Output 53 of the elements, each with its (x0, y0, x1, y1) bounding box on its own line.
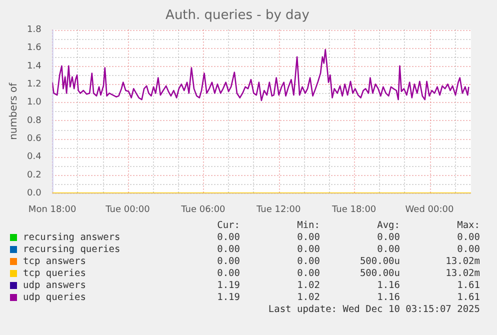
text: 0.00 (376, 232, 400, 244)
y-tick-label: 0.8 (26, 116, 42, 126)
x-tick-label: Tue 12:00 (256, 204, 301, 215)
y-tick-label: 1.4 (26, 61, 42, 72)
y-tick-label: 1.0 (26, 98, 42, 108)
legend-label: recursing queries (22, 244, 122, 256)
legend-label: udp queries (22, 292, 87, 304)
legend-label: tcp answers (22, 256, 87, 268)
legend-label: recursing answers (22, 232, 122, 244)
text: 1.16 (376, 280, 400, 292)
text: 1.16 (376, 292, 400, 304)
text: 13.02m (444, 268, 480, 280)
text: 1.61 (456, 280, 480, 292)
text: 1.61 (456, 292, 480, 304)
text: 0.00 (296, 268, 320, 280)
text: 500.00u (358, 256, 400, 268)
y-tick-label: 0.6 (26, 134, 42, 144)
text: 0.00 (216, 256, 240, 268)
text: 1.02 (296, 292, 320, 304)
legend-label: udp answers (22, 280, 87, 292)
text: 0.00 (456, 244, 480, 256)
y-axis-title: numbers of (8, 82, 20, 140)
x-tick-label: Tue 18:00 (330, 204, 376, 215)
y-tick-label: 0.4 (26, 152, 42, 162)
text: 1.19 (216, 280, 240, 292)
text: 1.02 (296, 280, 320, 292)
text: 500.00u (358, 268, 400, 280)
y-tick-label: 1.8 (26, 24, 42, 35)
x-tick-label: Wed 00:00 (405, 204, 454, 215)
text: Cur: (216, 220, 240, 232)
text: Min: (296, 220, 320, 232)
text: 0.00 (296, 244, 320, 256)
legend-label: tcp queries (22, 268, 87, 280)
y-tick-label: 1.2 (26, 79, 42, 90)
y-tick-label: 0.2 (26, 170, 42, 180)
text: 0.00 (376, 244, 400, 256)
text: 1.19 (216, 292, 240, 304)
text: 13.02m (444, 256, 480, 268)
y-tick-label: 1.6 (26, 43, 42, 54)
text: 0.00 (296, 256, 320, 268)
text: 0.00 (296, 232, 320, 244)
text: 0.00 (216, 268, 240, 280)
text: Max: (456, 220, 480, 232)
chart-title: Auth. queries - by day (166, 8, 310, 24)
text: Last update: Wed Dec 10 03:15:07 2025 (267, 304, 480, 316)
text: 0.00 (216, 244, 240, 256)
y-tick-label: 0.0 (26, 188, 42, 199)
x-tick-label: Tue 06:00 (180, 204, 226, 215)
x-tick-label: Tue 00:00 (104, 204, 150, 215)
text: 0.00 (216, 232, 240, 244)
text: 0.00 (456, 232, 480, 244)
x-tick-label: Mon 18:00 (28, 204, 76, 215)
text: Avg: (376, 220, 400, 232)
